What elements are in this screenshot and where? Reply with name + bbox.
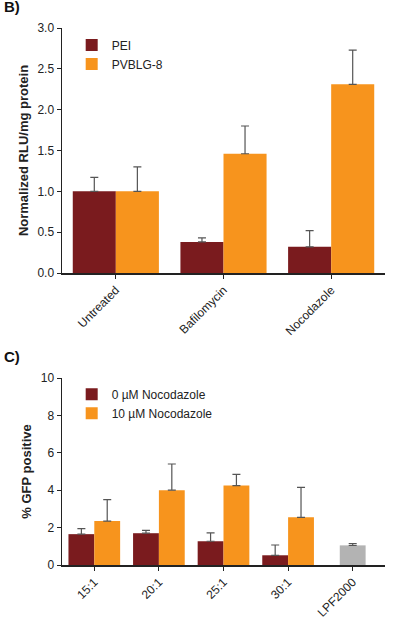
- svg-text:Normalized RLU/mg protein: Normalized RLU/mg protein: [16, 65, 31, 236]
- svg-text:10: 10: [41, 371, 55, 385]
- svg-text:30:1: 30:1: [268, 575, 295, 602]
- svg-text:B): B): [4, 0, 20, 15]
- svg-text:2.0: 2.0: [37, 103, 54, 117]
- svg-text:PEI: PEI: [112, 39, 131, 53]
- svg-text:1.0: 1.0: [37, 185, 54, 199]
- svg-text:Untreated: Untreated: [75, 283, 122, 330]
- svg-text:4: 4: [47, 483, 54, 497]
- svg-text:20:1: 20:1: [139, 575, 166, 602]
- svg-text:LPF2000: LPF2000: [315, 575, 360, 620]
- svg-text:15:1: 15:1: [74, 575, 101, 602]
- svg-text:0.5: 0.5: [37, 225, 54, 239]
- svg-text:3.0: 3.0: [37, 21, 54, 35]
- svg-text:8: 8: [47, 409, 54, 423]
- svg-text:25:1: 25:1: [203, 575, 230, 602]
- svg-text:0: 0: [47, 558, 54, 572]
- svg-text:6: 6: [47, 446, 54, 460]
- svg-text:2.5: 2.5: [37, 62, 54, 76]
- svg-text:2: 2: [47, 521, 54, 535]
- svg-text:PVBLG-8: PVBLG-8: [112, 58, 163, 72]
- svg-text:0 µM Nocodazole: 0 µM Nocodazole: [112, 388, 206, 402]
- svg-text:0.0: 0.0: [37, 266, 54, 280]
- svg-text:Nocodazole: Nocodazole: [283, 283, 338, 338]
- svg-text:1.5: 1.5: [37, 144, 54, 158]
- svg-text:10 µM Nocodazole: 10 µM Nocodazole: [112, 407, 213, 421]
- svg-text:C): C): [4, 350, 20, 365]
- svg-text:Bafilomycin: Bafilomycin: [177, 283, 230, 336]
- svg-text:% GFP positive: % GFP positive: [19, 424, 34, 518]
